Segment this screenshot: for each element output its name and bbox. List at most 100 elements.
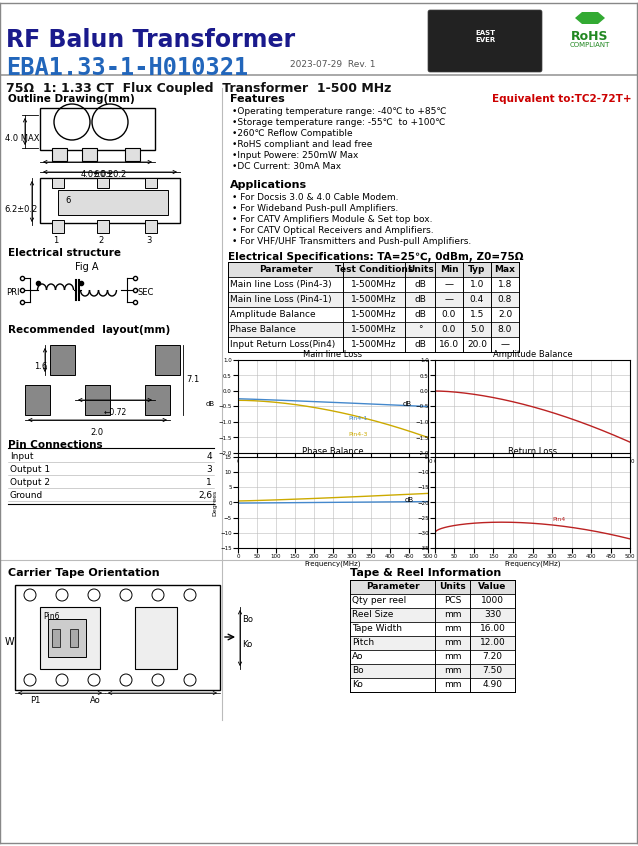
Text: •Operating temperature range: -40℃ to +85℃: •Operating temperature range: -40℃ to +8… [232,107,447,116]
Text: 0.0: 0.0 [441,325,456,334]
Text: Electrical Specifications: TA=25℃, 0dBm, Z0=75Ω: Electrical Specifications: TA=25℃, 0dBm,… [228,252,524,262]
Text: Output 2: Output 2 [10,478,50,487]
Text: Ao: Ao [90,696,101,705]
Text: mm: mm [444,666,461,675]
Text: •DC Current: 30mA Max: •DC Current: 30mA Max [232,162,341,171]
Text: Pin4-1: Pin4-1 [348,416,367,421]
Text: Phase Balance: Phase Balance [230,325,296,334]
Text: 1-500MHz: 1-500MHz [352,295,397,304]
Bar [70,629,78,647]
Text: 4.0±0.2: 4.0±0.2 [80,170,114,179]
Text: 4.0 MAX: 4.0 MAX [5,134,40,143]
Pin4-3 [406,426,414,437]
Pin4-3 [346,409,354,420]
Text: Tape & Reel Information: Tape & Reel Information [350,568,501,578]
Pin4-3 [347,409,355,420]
Text: RF Balun Transformer: RF Balun Transformer [6,28,295,52]
Text: 7.1: 7.1 [186,375,199,384]
Text: •RoHS compliant and lead free: •RoHS compliant and lead free [232,140,373,149]
Text: 0.8: 0.8 [498,295,512,304]
Text: 1000: 1000 [481,596,504,605]
Text: 3: 3 [146,236,152,245]
Bar [155,345,180,375]
Pin4-3 [350,410,358,420]
X-axis label: Frequency(MHz): Frequency(MHz) [504,465,561,472]
Text: 1-500MHz: 1-500MHz [352,280,397,289]
FancyBboxPatch shape [428,10,542,72]
Text: Fig A: Fig A [75,262,98,272]
Bar [40,607,100,669]
Text: mm: mm [444,638,461,647]
Text: Bo: Bo [352,666,364,675]
Text: 20.0: 20.0 [467,340,487,349]
Text: W: W [5,637,15,647]
Text: Bo: Bo [242,615,253,624]
Bar [52,148,67,161]
Text: dB: dB [414,280,426,289]
Bar [350,664,515,678]
Text: COMPLIANT: COMPLIANT [570,42,610,48]
Bar [145,178,157,188]
Text: 0.0: 0.0 [441,310,456,319]
Pin4-3 [235,395,242,405]
Y-axis label: dB: dB [205,400,214,406]
Text: Features: Features [230,94,285,104]
Text: • For Wideband Push-pull Amplifiers.: • For Wideband Push-pull Amplifiers. [232,204,398,213]
Text: Recommended  layout(mm): Recommended layout(mm) [8,325,170,335]
Text: Pin4-3: Pin4-3 [348,432,367,437]
Text: Max: Max [494,265,516,274]
Text: mm: mm [444,610,461,619]
Text: 7.20: 7.20 [482,652,503,661]
Pin4-1 [406,401,414,411]
Bar [25,385,50,415]
Bar [50,345,75,375]
Y-axis label: dB: dB [403,400,412,406]
Text: mm: mm [444,680,461,689]
Bar [85,385,110,415]
Text: 1-500MHz: 1-500MHz [352,310,397,319]
Bar [40,178,180,223]
Bar [125,148,140,161]
Pin4-1 [394,400,402,410]
Bar [40,108,155,150]
Text: 1: 1 [54,236,59,245]
Text: 8.0: 8.0 [498,325,512,334]
Title: Phase Balance: Phase Balance [302,448,364,456]
Bar [228,322,519,337]
Text: PCS: PCS [444,596,461,605]
Text: • For Docsis 3.0 & 4.0 Cable Modem.: • For Docsis 3.0 & 4.0 Cable Modem. [232,193,399,202]
Text: Electrical structure: Electrical structure [8,248,121,258]
Text: Typ: Typ [468,265,486,274]
Text: Input Return Loss(Pin4): Input Return Loss(Pin4) [230,340,335,349]
Text: mm: mm [444,652,461,661]
Text: 16.00: 16.00 [480,624,505,633]
Pin4-1 [347,398,355,409]
X-axis label: Frequency(MHz): Frequency(MHz) [504,561,561,567]
Text: 0.4: 0.4 [470,295,484,304]
X-axis label: Frequency(MHz): Frequency(MHz) [305,465,361,472]
Text: •260℃ Reflow Compatible: •260℃ Reflow Compatible [232,129,353,138]
Text: Units: Units [439,582,466,591]
Text: Pin Connections: Pin Connections [8,440,103,450]
Text: Qty per reel: Qty per reel [352,596,406,605]
Pin4-3 [234,395,242,405]
Text: 4.90: 4.90 [482,680,503,689]
Line: Pin4-3: Pin4-3 [238,400,428,437]
Text: 330: 330 [484,610,501,619]
Text: Value: Value [478,582,507,591]
Bar [350,678,515,692]
Bar [52,178,64,188]
Bar [228,292,519,307]
Bar [228,262,519,277]
Bar [350,622,515,636]
Text: SEC: SEC [137,288,153,297]
Line: Pin4-1: Pin4-1 [238,398,428,406]
Polygon shape [575,12,605,24]
Text: •Input Powere: 250mW Max: •Input Powere: 250mW Max [232,151,359,160]
Y-axis label: dB: dB [404,497,413,503]
Text: • For CATV Amplifiers Module & Set top box.: • For CATV Amplifiers Module & Set top b… [232,215,433,224]
Text: Carrier Tape Orientation: Carrier Tape Orientation [8,568,160,578]
Text: 3: 3 [206,465,212,474]
Bar [350,594,515,608]
Text: 7.50: 7.50 [482,666,503,675]
